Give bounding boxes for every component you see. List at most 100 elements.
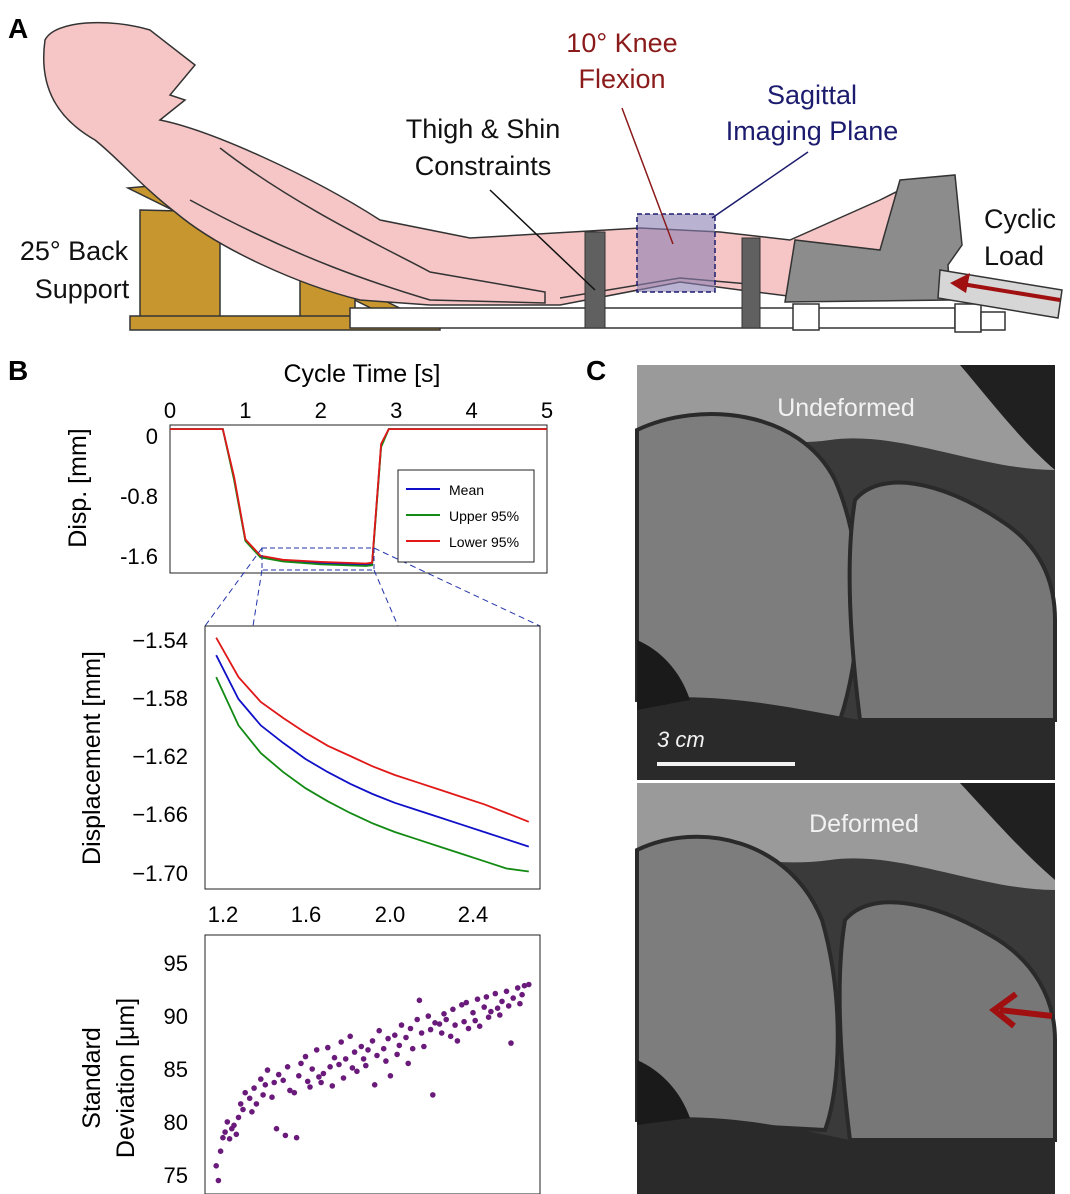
sd-point xyxy=(349,1065,356,1071)
bot-ytick: 75 xyxy=(164,1163,188,1188)
mid-xtick: 1.6 xyxy=(291,902,322,927)
sd-point xyxy=(351,1049,358,1055)
sd-point xyxy=(273,1125,280,1132)
sd-point xyxy=(459,1002,465,1008)
panel-c-letter: C xyxy=(586,355,606,386)
sd-point xyxy=(327,1064,333,1070)
sd-point xyxy=(331,1054,338,1061)
sd-point xyxy=(463,999,470,1006)
sd-point xyxy=(213,1163,219,1169)
sd-point xyxy=(510,995,516,1001)
sd-point xyxy=(514,985,521,991)
bot-ytick: 95 xyxy=(164,951,188,976)
series-line-lower-95- xyxy=(170,428,547,565)
bot-chart-plot xyxy=(213,981,532,1184)
constraints-label-1: Thigh & Shin xyxy=(406,114,561,144)
mri-deformed xyxy=(635,783,1057,1194)
sd-point xyxy=(233,1131,240,1138)
sd-point xyxy=(443,1016,450,1023)
sd-point xyxy=(503,988,510,995)
sd-point xyxy=(521,982,528,989)
panel-b: B Cycle Time [s] 0 1 2 3 4 5 0 -0.8 -1.6… xyxy=(8,355,553,1194)
sd-point xyxy=(396,1042,403,1049)
sd-point xyxy=(342,1056,349,1062)
sd-point xyxy=(224,1119,231,1125)
panel-b-letter: B xyxy=(8,355,28,386)
sd-point xyxy=(264,1067,271,1073)
mid-chart-plot xyxy=(215,637,530,873)
sd-point xyxy=(481,1004,488,1010)
deformation-arrow-icon xyxy=(989,991,1053,1029)
panel-a: A xyxy=(8,13,1063,333)
sd-point xyxy=(215,1177,222,1184)
top-chart-plot xyxy=(170,428,547,567)
sd-point xyxy=(260,1092,266,1098)
top-chart-ylabel: Disp. [mm] xyxy=(64,428,92,547)
bot-chart-ylabel-1: Standard xyxy=(78,1027,106,1128)
sd-point xyxy=(403,1034,409,1041)
sd-point xyxy=(251,1085,257,1091)
sd-point xyxy=(374,1052,380,1059)
sd-point xyxy=(275,1071,282,1078)
sd-point xyxy=(340,1075,347,1081)
sd-point xyxy=(291,1089,298,1096)
sd-point xyxy=(262,1082,269,1088)
sd-point xyxy=(505,1003,512,1009)
panel-c: C Undeformed 3 cm Deformed xyxy=(586,355,1057,1194)
thigh-constraint xyxy=(584,231,606,329)
sd-point xyxy=(392,1032,398,1038)
sd-point xyxy=(380,1045,387,1052)
mid-xtick: 1.2 xyxy=(208,902,239,927)
mid-ytick: −1.54 xyxy=(132,628,188,653)
sd-point xyxy=(385,1035,391,1042)
sd-point xyxy=(376,1027,383,1034)
bot-ytick: 80 xyxy=(164,1110,188,1135)
sd-point xyxy=(316,1074,322,1080)
sd-point xyxy=(369,1038,376,1044)
sd-point xyxy=(436,1021,443,1027)
sd-point xyxy=(494,1005,501,1011)
knee-flexion-label-1: 10° Knee xyxy=(566,28,677,58)
scale-bar-label: 3 cm xyxy=(657,727,705,752)
scanner-table xyxy=(349,307,956,329)
sd-point xyxy=(293,1134,300,1141)
sd-point xyxy=(387,1073,394,1079)
sd-point xyxy=(383,1058,389,1064)
sd-point xyxy=(474,996,481,1002)
sd-point xyxy=(461,1018,467,1025)
sd-point xyxy=(296,1073,302,1079)
sd-point xyxy=(405,1060,412,1067)
sd-point xyxy=(282,1132,289,1139)
top-ytick: -1.6 xyxy=(120,544,158,569)
bot-ytick: 90 xyxy=(164,1004,188,1029)
sd-point xyxy=(354,1068,360,1075)
sd-point xyxy=(447,1033,454,1040)
sd-point xyxy=(425,1013,432,1019)
mid-xtick: 2.4 xyxy=(458,902,489,927)
top-xtick: 3 xyxy=(390,398,402,423)
sd-point xyxy=(240,1106,246,1113)
undeformed-label: Undeformed xyxy=(777,394,915,422)
sd-point xyxy=(298,1060,304,1067)
sd-point xyxy=(226,1136,233,1142)
sd-point xyxy=(465,1025,472,1032)
sd-point xyxy=(329,1083,336,1089)
sd-point xyxy=(430,1092,436,1098)
knee-flexion-label-2: Flexion xyxy=(578,64,665,94)
sd-point xyxy=(485,1014,492,1020)
legend-lower: Lower 95% xyxy=(449,534,519,550)
top-ytick: 0 xyxy=(146,424,158,449)
sd-point xyxy=(249,1109,255,1115)
sd-point xyxy=(371,1082,378,1088)
imaging-plane-label-1: Sagittal xyxy=(767,80,857,110)
mid-ytick: −1.66 xyxy=(132,802,188,827)
sd-point xyxy=(492,990,499,997)
constraints-label-2: Constraints xyxy=(415,151,552,181)
sd-point xyxy=(287,1087,293,1094)
sd-point xyxy=(414,1016,421,1023)
sd-point xyxy=(235,1114,242,1121)
sd-point xyxy=(365,1047,371,1053)
sd-point xyxy=(358,1043,365,1050)
sd-point xyxy=(450,1006,456,1013)
cyclic-load-label-2: Load xyxy=(984,241,1044,271)
